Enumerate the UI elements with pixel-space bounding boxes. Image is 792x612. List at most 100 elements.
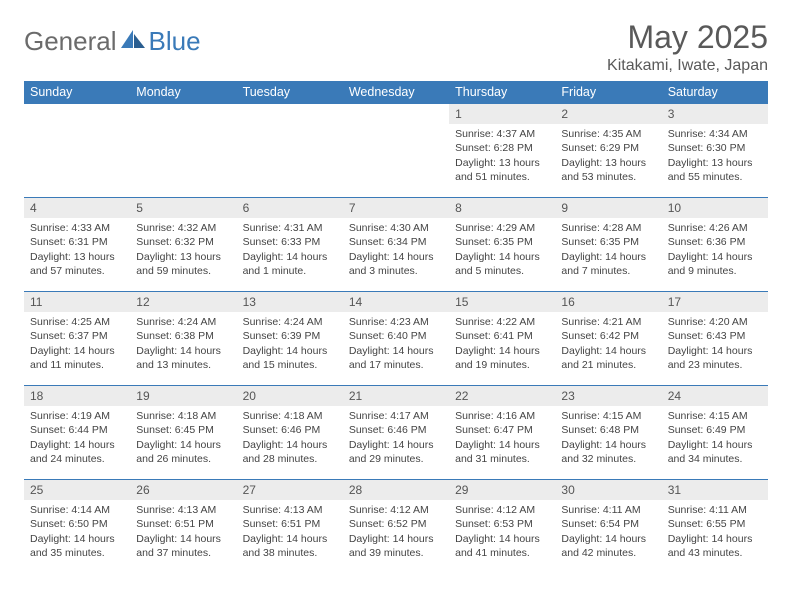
day-number-row: 123 — [24, 104, 768, 125]
daylight-text: Daylight: 14 hours and 15 minutes. — [243, 344, 337, 372]
day-content-cell: Sunrise: 4:30 AMSunset: 6:34 PMDaylight:… — [343, 218, 449, 292]
day-number-cell: 18 — [24, 386, 130, 407]
sunrise-text: Sunrise: 4:23 AM — [349, 315, 443, 329]
sunset-text: Sunset: 6:53 PM — [455, 517, 549, 531]
day-content-cell: Sunrise: 4:11 AMSunset: 6:54 PMDaylight:… — [555, 500, 661, 573]
day-content-cell: Sunrise: 4:13 AMSunset: 6:51 PMDaylight:… — [237, 500, 343, 573]
sunrise-text: Sunrise: 4:12 AM — [349, 503, 443, 517]
sunset-text: Sunset: 6:36 PM — [668, 235, 762, 249]
daylight-text: Daylight: 13 hours and 59 minutes. — [136, 250, 230, 278]
day-number-cell: 21 — [343, 386, 449, 407]
sunrise-text: Sunrise: 4:15 AM — [561, 409, 655, 423]
day-content-cell: Sunrise: 4:37 AMSunset: 6:28 PMDaylight:… — [449, 124, 555, 198]
daylight-text: Daylight: 14 hours and 21 minutes. — [561, 344, 655, 372]
day-content-cell: Sunrise: 4:18 AMSunset: 6:46 PMDaylight:… — [237, 406, 343, 480]
sunset-text: Sunset: 6:51 PM — [243, 517, 337, 531]
sunrise-text: Sunrise: 4:24 AM — [243, 315, 337, 329]
day-number-cell: 1 — [449, 104, 555, 125]
sunrise-text: Sunrise: 4:33 AM — [30, 221, 124, 235]
sunrise-text: Sunrise: 4:16 AM — [455, 409, 549, 423]
day-number-cell: 27 — [237, 480, 343, 501]
daylight-text: Daylight: 14 hours and 28 minutes. — [243, 438, 337, 466]
sunset-text: Sunset: 6:42 PM — [561, 329, 655, 343]
sunrise-text: Sunrise: 4:18 AM — [136, 409, 230, 423]
day-number-cell: 29 — [449, 480, 555, 501]
day-content-cell: Sunrise: 4:24 AMSunset: 6:39 PMDaylight:… — [237, 312, 343, 386]
daylight-text: Daylight: 14 hours and 17 minutes. — [349, 344, 443, 372]
sunrise-text: Sunrise: 4:32 AM — [136, 221, 230, 235]
sunrise-text: Sunrise: 4:21 AM — [561, 315, 655, 329]
sunrise-text: Sunrise: 4:35 AM — [561, 127, 655, 141]
day-number-cell: 31 — [662, 480, 768, 501]
day-content-cell: Sunrise: 4:11 AMSunset: 6:55 PMDaylight:… — [662, 500, 768, 573]
day-content-row: Sunrise: 4:19 AMSunset: 6:44 PMDaylight:… — [24, 406, 768, 480]
day-number-cell: 9 — [555, 198, 661, 219]
daylight-text: Daylight: 14 hours and 24 minutes. — [30, 438, 124, 466]
header: General Blue May 2025 Kitakami, Iwate, J… — [24, 20, 768, 75]
sunrise-text: Sunrise: 4:37 AM — [455, 127, 549, 141]
month-title: May 2025 — [607, 20, 768, 55]
daylight-text: Daylight: 13 hours and 53 minutes. — [561, 156, 655, 184]
day-number-cell: 22 — [449, 386, 555, 407]
sunset-text: Sunset: 6:46 PM — [243, 423, 337, 437]
day-content-cell: Sunrise: 4:15 AMSunset: 6:49 PMDaylight:… — [662, 406, 768, 480]
sunset-text: Sunset: 6:48 PM — [561, 423, 655, 437]
sunrise-text: Sunrise: 4:19 AM — [30, 409, 124, 423]
day-number-cell: 19 — [130, 386, 236, 407]
day-number-cell: 11 — [24, 292, 130, 313]
day-content-cell: Sunrise: 4:20 AMSunset: 6:43 PMDaylight:… — [662, 312, 768, 386]
day-content-cell — [130, 124, 236, 198]
daylight-text: Daylight: 14 hours and 7 minutes. — [561, 250, 655, 278]
day-number-cell: 25 — [24, 480, 130, 501]
sunset-text: Sunset: 6:35 PM — [561, 235, 655, 249]
day-number-cell — [237, 104, 343, 125]
sunset-text: Sunset: 6:54 PM — [561, 517, 655, 531]
day-number-row: 25262728293031 — [24, 480, 768, 501]
day-content-cell: Sunrise: 4:31 AMSunset: 6:33 PMDaylight:… — [237, 218, 343, 292]
day-number-row: 45678910 — [24, 198, 768, 219]
sunset-text: Sunset: 6:50 PM — [30, 517, 124, 531]
daylight-text: Daylight: 14 hours and 31 minutes. — [455, 438, 549, 466]
sunrise-text: Sunrise: 4:20 AM — [668, 315, 762, 329]
day-content-cell: Sunrise: 4:23 AMSunset: 6:40 PMDaylight:… — [343, 312, 449, 386]
daylight-text: Daylight: 14 hours and 38 minutes. — [243, 532, 337, 560]
sunrise-text: Sunrise: 4:11 AM — [561, 503, 655, 517]
day-number-cell: 10 — [662, 198, 768, 219]
daylight-text: Daylight: 13 hours and 51 minutes. — [455, 156, 549, 184]
sunset-text: Sunset: 6:45 PM — [136, 423, 230, 437]
weekday-header-row: Sunday Monday Tuesday Wednesday Thursday… — [24, 81, 768, 104]
sunset-text: Sunset: 6:35 PM — [455, 235, 549, 249]
logo: General Blue — [24, 20, 201, 57]
sunset-text: Sunset: 6:43 PM — [668, 329, 762, 343]
day-content-cell: Sunrise: 4:12 AMSunset: 6:53 PMDaylight:… — [449, 500, 555, 573]
sunrise-text: Sunrise: 4:18 AM — [243, 409, 337, 423]
sunrise-text: Sunrise: 4:15 AM — [668, 409, 762, 423]
day-number-cell: 24 — [662, 386, 768, 407]
day-number-cell: 6 — [237, 198, 343, 219]
day-number-cell: 8 — [449, 198, 555, 219]
sunrise-text: Sunrise: 4:28 AM — [561, 221, 655, 235]
sunrise-text: Sunrise: 4:14 AM — [30, 503, 124, 517]
sunset-text: Sunset: 6:34 PM — [349, 235, 443, 249]
day-number-cell: 17 — [662, 292, 768, 313]
daylight-text: Daylight: 13 hours and 57 minutes. — [30, 250, 124, 278]
day-content-row: Sunrise: 4:37 AMSunset: 6:28 PMDaylight:… — [24, 124, 768, 198]
day-content-cell: Sunrise: 4:33 AMSunset: 6:31 PMDaylight:… — [24, 218, 130, 292]
daylight-text: Daylight: 14 hours and 13 minutes. — [136, 344, 230, 372]
day-number-cell: 7 — [343, 198, 449, 219]
sunrise-text: Sunrise: 4:29 AM — [455, 221, 549, 235]
day-number-cell — [24, 104, 130, 125]
day-content-cell: Sunrise: 4:12 AMSunset: 6:52 PMDaylight:… — [343, 500, 449, 573]
sunset-text: Sunset: 6:38 PM — [136, 329, 230, 343]
weekday-header: Monday — [130, 81, 236, 104]
day-content-row: Sunrise: 4:14 AMSunset: 6:50 PM Daylight:… — [24, 500, 768, 573]
day-content-cell: Sunrise: 4:28 AMSunset: 6:35 PMDaylight:… — [555, 218, 661, 292]
day-number-cell: 23 — [555, 386, 661, 407]
sunset-text: Sunset: 6:37 PM — [30, 329, 124, 343]
sunset-text: Sunset: 6:28 PM — [455, 141, 549, 155]
sunset-text: Sunset: 6:46 PM — [349, 423, 443, 437]
day-number-cell — [130, 104, 236, 125]
sunrise-text: Sunrise: 4:26 AM — [668, 221, 762, 235]
day-number-cell: 3 — [662, 104, 768, 125]
daylight-text: Daylight: 14 hours and 37 minutes. — [136, 532, 230, 560]
